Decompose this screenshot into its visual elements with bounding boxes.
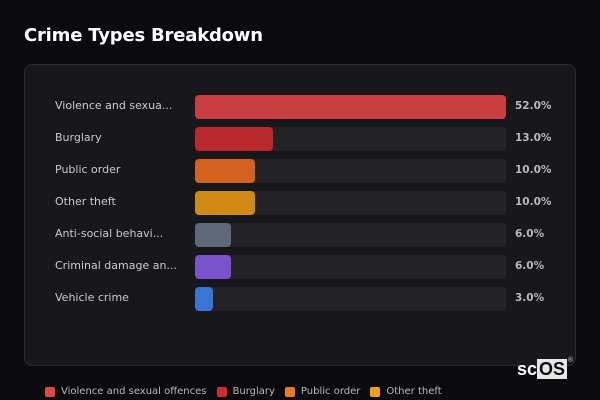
bar-track: [195, 191, 506, 215]
bar-fill[interactable]: [195, 191, 255, 215]
bar-row: Burglary 13.0%: [25, 127, 575, 151]
legend-swatch-icon: [216, 386, 227, 397]
chart-card: Violence and sexua... 52.0% Burglary 13.…: [24, 64, 576, 366]
logo-boxed-text: OS: [537, 359, 568, 379]
bar-track: [195, 287, 506, 311]
legend-item[interactable]: Violence and sexual offences: [45, 386, 207, 397]
bar-row: Other theft 10.0%: [25, 191, 575, 215]
legend-item[interactable]: Burglary: [216, 386, 275, 397]
bar-label: Anti-social behavi...: [55, 227, 164, 240]
bar-label: Other theft: [55, 195, 116, 208]
bar-track: [195, 255, 506, 279]
bar-value: 6.0%: [515, 260, 545, 272]
legend-item[interactable]: Public order: [284, 386, 361, 397]
bar-fill[interactable]: [195, 255, 231, 279]
bar-row: Anti-social behavi... 6.0%: [25, 223, 575, 247]
legend-swatch-icon: [370, 386, 381, 397]
bar-fill[interactable]: [195, 95, 506, 119]
bar-track: [195, 159, 506, 183]
bar-row: Violence and sexua... 52.0%: [25, 95, 575, 119]
bar-row: Public order 10.0%: [25, 159, 575, 183]
bar-label: Public order: [55, 163, 121, 176]
bar-value: 13.0%: [515, 132, 552, 144]
bar-fill[interactable]: [195, 127, 273, 151]
scos-logo: sc OS ®: [517, 357, 574, 379]
bar-fill[interactable]: [195, 287, 213, 311]
bar-label: Burglary: [55, 131, 102, 144]
bar-value: 52.0%: [515, 100, 552, 112]
logo-text: sc: [517, 359, 538, 379]
legend-label: Burglary: [232, 386, 275, 397]
bar-row: Vehicle crime 3.0%: [25, 287, 575, 311]
bar-row: Criminal damage an... 6.0%: [25, 255, 575, 279]
bar-label: Violence and sexua...: [55, 99, 173, 112]
bar-track: [195, 127, 506, 151]
bar-value: 10.0%: [515, 196, 552, 208]
legend-swatch-icon: [284, 386, 295, 397]
bar-fill[interactable]: [195, 223, 231, 247]
bar-value: 6.0%: [515, 228, 545, 240]
registered-mark-icon: ®: [568, 357, 574, 364]
bar-label: Criminal damage an...: [55, 259, 177, 272]
bar-label: Vehicle crime: [55, 291, 129, 304]
page-title: Crime Types Breakdown: [24, 25, 263, 46]
legend-swatch-icon: [45, 386, 55, 397]
legend-label: Other theft: [386, 386, 442, 397]
legend-label: Public order: [300, 386, 361, 397]
legend-label: Violence and sexual offences: [61, 386, 207, 397]
bar-value: 3.0%: [515, 292, 545, 304]
chart-legend: Violence and sexual offences Burglary Pu…: [45, 386, 442, 397]
bar-track: [195, 95, 506, 119]
bar-fill[interactable]: [195, 159, 255, 183]
bar-value: 10.0%: [515, 164, 552, 176]
bar-track: [195, 223, 506, 247]
legend-item[interactable]: Other theft: [370, 386, 442, 397]
